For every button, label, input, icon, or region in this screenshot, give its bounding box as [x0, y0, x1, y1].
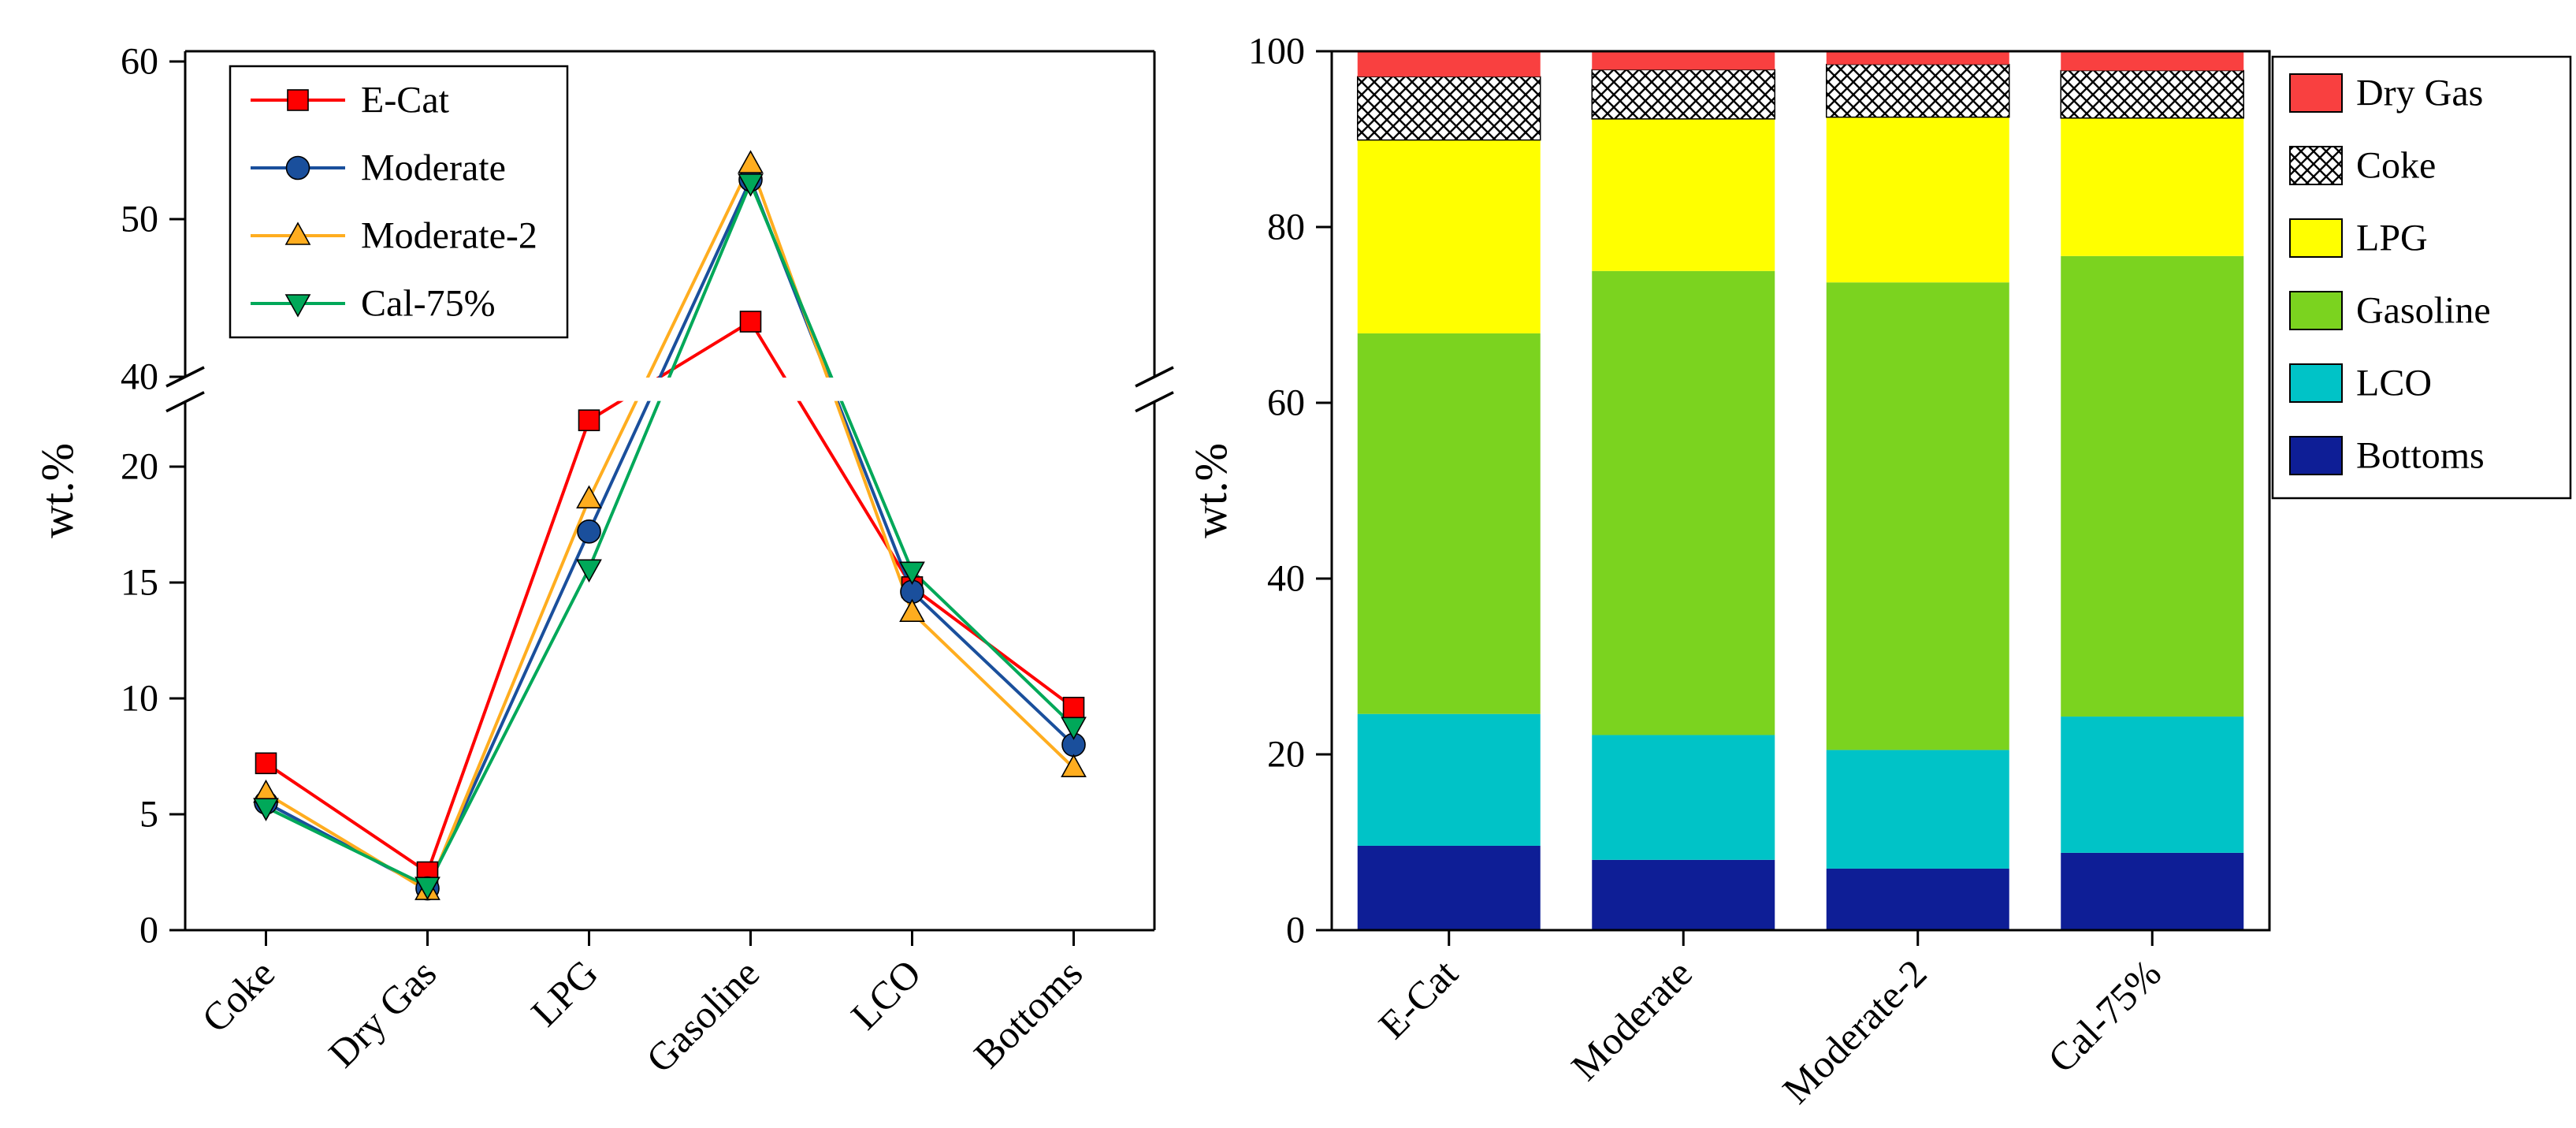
axis-break-band [187, 378, 1153, 401]
bar-segment-lpg-moderate [1592, 118, 1775, 271]
axis-break-mark [1135, 366, 1174, 388]
legend-label-gasoline: Gasoline [2356, 290, 2491, 332]
bar-segment-coke-e-cat [1357, 76, 1541, 141]
legend-moderate-2-triangle-up-marker [284, 222, 311, 245]
legend-swatch-bottoms [2289, 436, 2343, 475]
bar-segment-coke-cal-75 [2060, 69, 2244, 119]
point-e-cat-lpg-square-marker [578, 409, 600, 432]
y-tick-label: 60 [1267, 382, 1305, 424]
legend-swatch-gasoline [2289, 291, 2343, 330]
point-moderate-2-gasoline-triangle-up-marker [738, 150, 764, 173]
bar-segment-dry-gas-moderate-2 [1826, 51, 2009, 65]
bar-segment-gasoline-e-cat [1357, 333, 1541, 714]
x-tick-label-moderate-2: Moderate-2 [1774, 951, 1935, 1112]
bar-segment-gasoline-moderate [1592, 270, 1775, 735]
bar-segment-bottoms-moderate [1592, 859, 1775, 930]
legend-swatch-coke [2289, 146, 2343, 185]
bar-segment-lpg-cal-75 [2061, 117, 2244, 256]
legend-swatch-dry-gas [2289, 73, 2343, 113]
legend-label-cal-75: Cal-75% [361, 283, 496, 325]
y-tick-label: 20 [121, 446, 158, 488]
x-tick-label-dry-gas: Dry Gas [320, 951, 444, 1075]
point-cal-75-bottoms-triangle-down-marker [1061, 717, 1087, 740]
bar-segment-lpg-e-cat [1357, 140, 1541, 333]
y-tick-label: 0 [1286, 910, 1305, 951]
x-tick-label-lco: LCO [842, 951, 929, 1037]
legend-swatch-lco [2289, 363, 2343, 403]
bar-segment-gasoline-cal-75 [2061, 255, 2244, 717]
legend-box [2271, 55, 2572, 500]
legend-label-e-cat: E-Cat [361, 80, 450, 121]
legend-swatch-lpg [2289, 218, 2343, 258]
bar-segment-coke-moderate [1591, 69, 1775, 120]
bar-segment-lco-moderate-2 [1826, 750, 2009, 869]
point-cal-75-gasoline-triangle-down-marker [738, 173, 764, 197]
series-line-e-cat [265, 319, 1075, 875]
bar-segment-dry-gas-e-cat [1357, 51, 1541, 77]
legend-moderate-circle-marker [285, 155, 310, 181]
legend-cal-75-triangle-down-marker [284, 294, 311, 318]
stacked-bar-chart: 0 20 40 60 80 100 E-Cat Moderate Moderate-2 Cal-7… [1185, 31, 2572, 1112]
x-tick-label-e-cat: E-Cat [1370, 951, 1466, 1047]
bar-segment-lco-e-cat [1357, 713, 1541, 846]
y-tick-label: 15 [121, 562, 158, 604]
legend-label-moderate: Moderate [361, 147, 506, 189]
line-chart: 0 5 10 15 20 40 50 60 Coke Dry Gas LPG Gasoline LCO B… [32, 41, 1174, 1081]
axis-break-mark [1135, 391, 1174, 413]
x-tick-label-moderate: Moderate [1563, 951, 1701, 1089]
x-tick-label-coke: Coke [193, 951, 283, 1041]
legend-label-coke: Coke [2356, 145, 2436, 187]
point-e-cat-gasoline-square-marker [739, 311, 762, 333]
axis-break-mark [165, 366, 205, 388]
point-moderate-2-lco-triangle-up-marker [899, 598, 925, 623]
legend-label-dry-gas: Dry Gas [2356, 73, 2483, 114]
legend-e-cat-square-marker [287, 89, 309, 111]
x-tick-label-cal-75: Cal-75% [2039, 951, 2169, 1081]
point-moderate-lpg-circle-marker [577, 519, 601, 544]
point-e-cat-coke-square-marker [255, 752, 277, 775]
point-cal-75-lpg-triangle-down-marker [576, 559, 602, 583]
legend-box [229, 65, 569, 339]
point-e-cat-bottoms-square-marker [1062, 696, 1085, 719]
bar-segment-lpg-moderate-2 [1826, 117, 2009, 283]
x-tick-label-lpg: LPG [522, 951, 606, 1034]
x-tick-label-gasoline: Gasoline [637, 951, 768, 1081]
y-tick-label: 40 [1267, 558, 1305, 600]
bar-segment-dry-gas-cal-75 [2061, 51, 2244, 71]
y-tick-label: 100 [1248, 31, 1305, 73]
bar-segment-bottoms-moderate-2 [1826, 868, 2009, 930]
x-tick-label-bottoms: Bottoms [965, 951, 1091, 1076]
legend-label-lco: LCO [2356, 363, 2432, 404]
bar-segment-bottoms-e-cat [1357, 845, 1541, 930]
y-tick-label: 5 [139, 794, 158, 836]
plot-frame [1330, 50, 2271, 932]
y-tick-label: 40 [121, 356, 158, 398]
bar-segment-lco-moderate [1592, 735, 1775, 860]
point-cal-75-lco-triangle-down-marker [899, 561, 925, 585]
point-cal-75-dry-gas-triangle-down-marker [414, 877, 440, 900]
y-tick-label: 10 [121, 678, 158, 720]
y-tick-label: 60 [121, 41, 158, 83]
y-tick-label: 80 [1267, 207, 1305, 248]
y-tick-label: 50 [121, 199, 158, 240]
y-tick-label: 0 [139, 910, 158, 951]
point-cal-75-coke-triangle-down-marker [253, 798, 279, 821]
legend-label-lpg: LPG [2356, 218, 2428, 259]
bar-segment-gasoline-moderate-2 [1826, 282, 2009, 750]
point-moderate-2-bottoms-triangle-up-marker [1061, 754, 1087, 778]
bar-segment-lco-cal-75 [2061, 717, 2244, 853]
y-axis-title: wt.% [32, 443, 83, 538]
legend-label-bottoms: Bottoms [2356, 435, 2485, 477]
bar-segment-dry-gas-moderate [1592, 51, 1775, 70]
y-axis-title: wt.% [1185, 443, 1236, 538]
y-tick-label: 20 [1267, 734, 1305, 776]
bar-segment-bottoms-cal-75 [2061, 852, 2244, 930]
bar-segment-coke-moderate-2 [1826, 63, 2010, 118]
point-moderate-2-lpg-triangle-up-marker [576, 485, 602, 508]
axis-break-mark [165, 391, 205, 413]
legend-label-moderate-2: Moderate-2 [361, 215, 537, 257]
series-line-cal-75 [265, 178, 1075, 888]
